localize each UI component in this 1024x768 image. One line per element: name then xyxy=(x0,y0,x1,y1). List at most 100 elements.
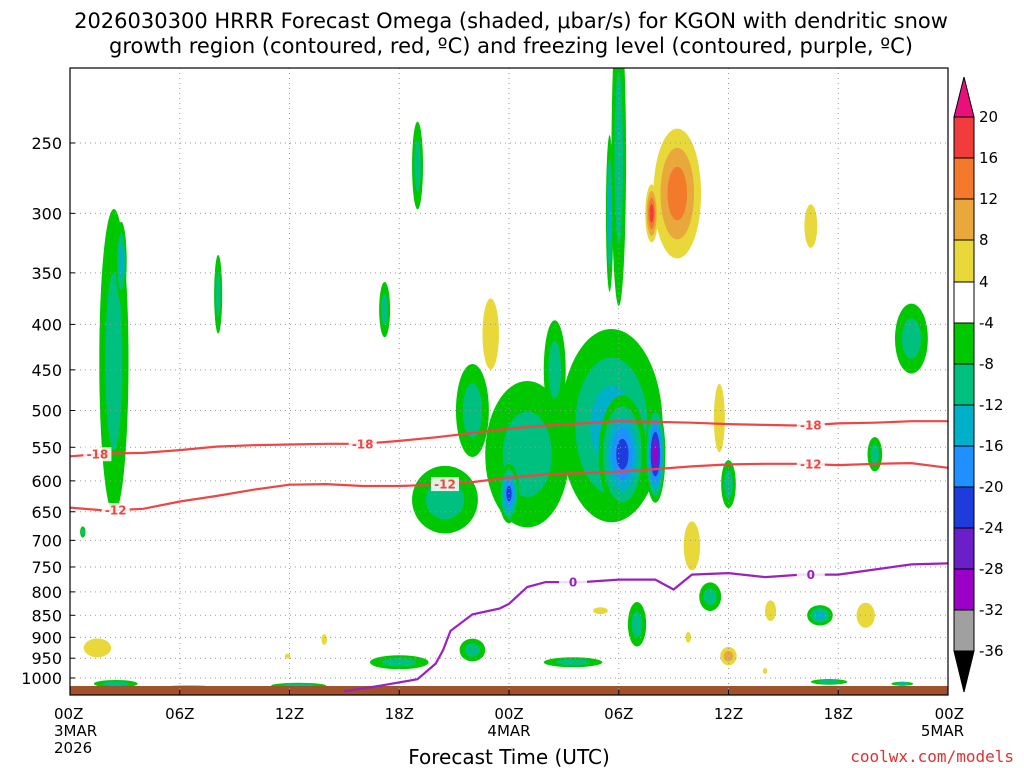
x-tick-label: 00Z xyxy=(935,705,964,723)
y-tick-label: 850 xyxy=(31,606,62,625)
colorbar-swatch xyxy=(953,527,975,570)
colorbar-swatch xyxy=(953,445,975,488)
contour-label-bg xyxy=(101,503,130,518)
omega-feature xyxy=(284,653,291,659)
x-tick-year: 2026 xyxy=(54,739,92,757)
omega-feature xyxy=(699,582,722,611)
omega-contour-fill xyxy=(284,653,291,659)
contour-line xyxy=(344,562,948,693)
omega-feature xyxy=(807,605,833,626)
colorbar-tick-label: 8 xyxy=(979,231,989,249)
colorbar-swatch xyxy=(953,239,975,283)
y-tick-label: 600 xyxy=(31,472,62,491)
colorbar-tick-label: -36 xyxy=(979,642,1004,660)
x-tick-label: 00Z xyxy=(54,705,83,723)
omega-feature xyxy=(605,135,614,292)
omega-feature xyxy=(379,282,391,338)
omega-contour-fill xyxy=(593,607,608,615)
omega-feature xyxy=(720,646,737,666)
colorbar-swatch xyxy=(953,157,975,200)
colorbar-top-arrow xyxy=(953,76,975,118)
omega-feature xyxy=(645,184,659,243)
omega-contour-fill xyxy=(215,271,221,318)
y-tick-label: 800 xyxy=(31,583,62,602)
x-tick-label: 12Z xyxy=(275,705,304,723)
contour-label: -18 xyxy=(800,419,822,433)
omega-feature xyxy=(214,255,223,334)
colorbar-swatch xyxy=(953,281,975,324)
omega-feature xyxy=(369,655,429,670)
x-tick-date: 4MAR xyxy=(487,722,530,740)
colorbar-tick-label: 16 xyxy=(979,149,998,167)
contour-label: 0 xyxy=(569,576,577,590)
omega-contour-fill xyxy=(683,521,701,571)
omega-feature xyxy=(412,465,478,534)
omega-contour-fill xyxy=(83,638,112,658)
colorbar-tick-label: -12 xyxy=(979,396,1004,414)
y-tick-label: 450 xyxy=(31,361,62,380)
contour-label-bg xyxy=(796,418,825,433)
omega-contour-fill xyxy=(118,245,124,279)
omega-feature xyxy=(891,681,914,686)
contours: -18 -18 -18 -12 -12 -12 0 0 xyxy=(70,418,948,693)
contour-label-bg xyxy=(430,477,459,492)
contour-label: 0 xyxy=(807,568,815,582)
omega-contour-fill xyxy=(713,384,725,453)
omega-shading xyxy=(80,68,928,690)
y-tick-label: 250 xyxy=(31,134,62,153)
omega-feature xyxy=(321,634,327,645)
omega-contour-fill xyxy=(762,668,768,674)
contour-label-bg xyxy=(559,575,588,590)
omega-contour-fill xyxy=(685,631,692,643)
y-tick-label: 950 xyxy=(31,649,62,668)
omega-contour-fill xyxy=(482,298,499,370)
omega-contour-fill xyxy=(765,600,777,622)
omega-feature xyxy=(459,638,486,662)
omega-feature xyxy=(412,121,424,210)
omega-contour-fill xyxy=(870,444,880,465)
omega-contour-fill xyxy=(723,650,734,662)
colorbar-tick-label: -24 xyxy=(979,519,1004,537)
omega-contour-fill xyxy=(462,383,483,438)
x-tick-label: 06Z xyxy=(165,705,194,723)
y-tick-label: 300 xyxy=(31,204,62,223)
omega-feature xyxy=(765,600,777,622)
chart-title-line-1: 2026030300 HRRR Forecast Omega (shaded, … xyxy=(74,9,948,33)
y-tick-label: 700 xyxy=(31,531,62,550)
colorbar: 20 16 12 8 4 -4 -8 -12 -16 -20 -24 -28 -32 -36 xyxy=(953,76,1004,693)
omega-feature xyxy=(482,298,499,370)
colorbar-tick-label: -4 xyxy=(979,314,994,332)
omega-contour-fill xyxy=(464,643,480,657)
omega-feature xyxy=(115,221,127,302)
colorbar-swatch xyxy=(953,116,975,159)
colorbar-tick-label: -20 xyxy=(979,478,1004,496)
colorbar-swatch xyxy=(953,322,975,365)
colorbar-swatch xyxy=(953,198,975,241)
omega-contour-fill xyxy=(901,318,922,359)
omega-feature xyxy=(867,436,883,472)
y-tick-label: 550 xyxy=(31,438,62,457)
colorbar-bottom-arrow xyxy=(953,650,975,693)
omega-feature xyxy=(593,607,608,615)
y-tick-label: 650 xyxy=(31,503,62,522)
colorbar-swatch xyxy=(953,568,975,611)
omega-contour-fill xyxy=(724,470,733,499)
colorbar-tick-label: -8 xyxy=(979,355,994,373)
contour-label: -12 xyxy=(800,458,822,472)
omega-feature xyxy=(894,303,928,374)
colorbar-swatch xyxy=(953,363,975,406)
colorbar-swatch xyxy=(953,404,975,447)
colorbar-swatch xyxy=(953,609,975,652)
omega-feature xyxy=(685,631,692,643)
contour-label-bg xyxy=(796,567,825,582)
x-tick-date: 3MAR xyxy=(54,722,97,740)
omega-contour-fill xyxy=(102,681,129,686)
contour-label-bg xyxy=(796,457,825,472)
omega-feature xyxy=(627,602,647,647)
omega-feature xyxy=(598,395,647,514)
omega-feature xyxy=(645,405,666,503)
omega-contour-fill xyxy=(555,659,591,666)
omega-contour-fill xyxy=(80,528,85,536)
